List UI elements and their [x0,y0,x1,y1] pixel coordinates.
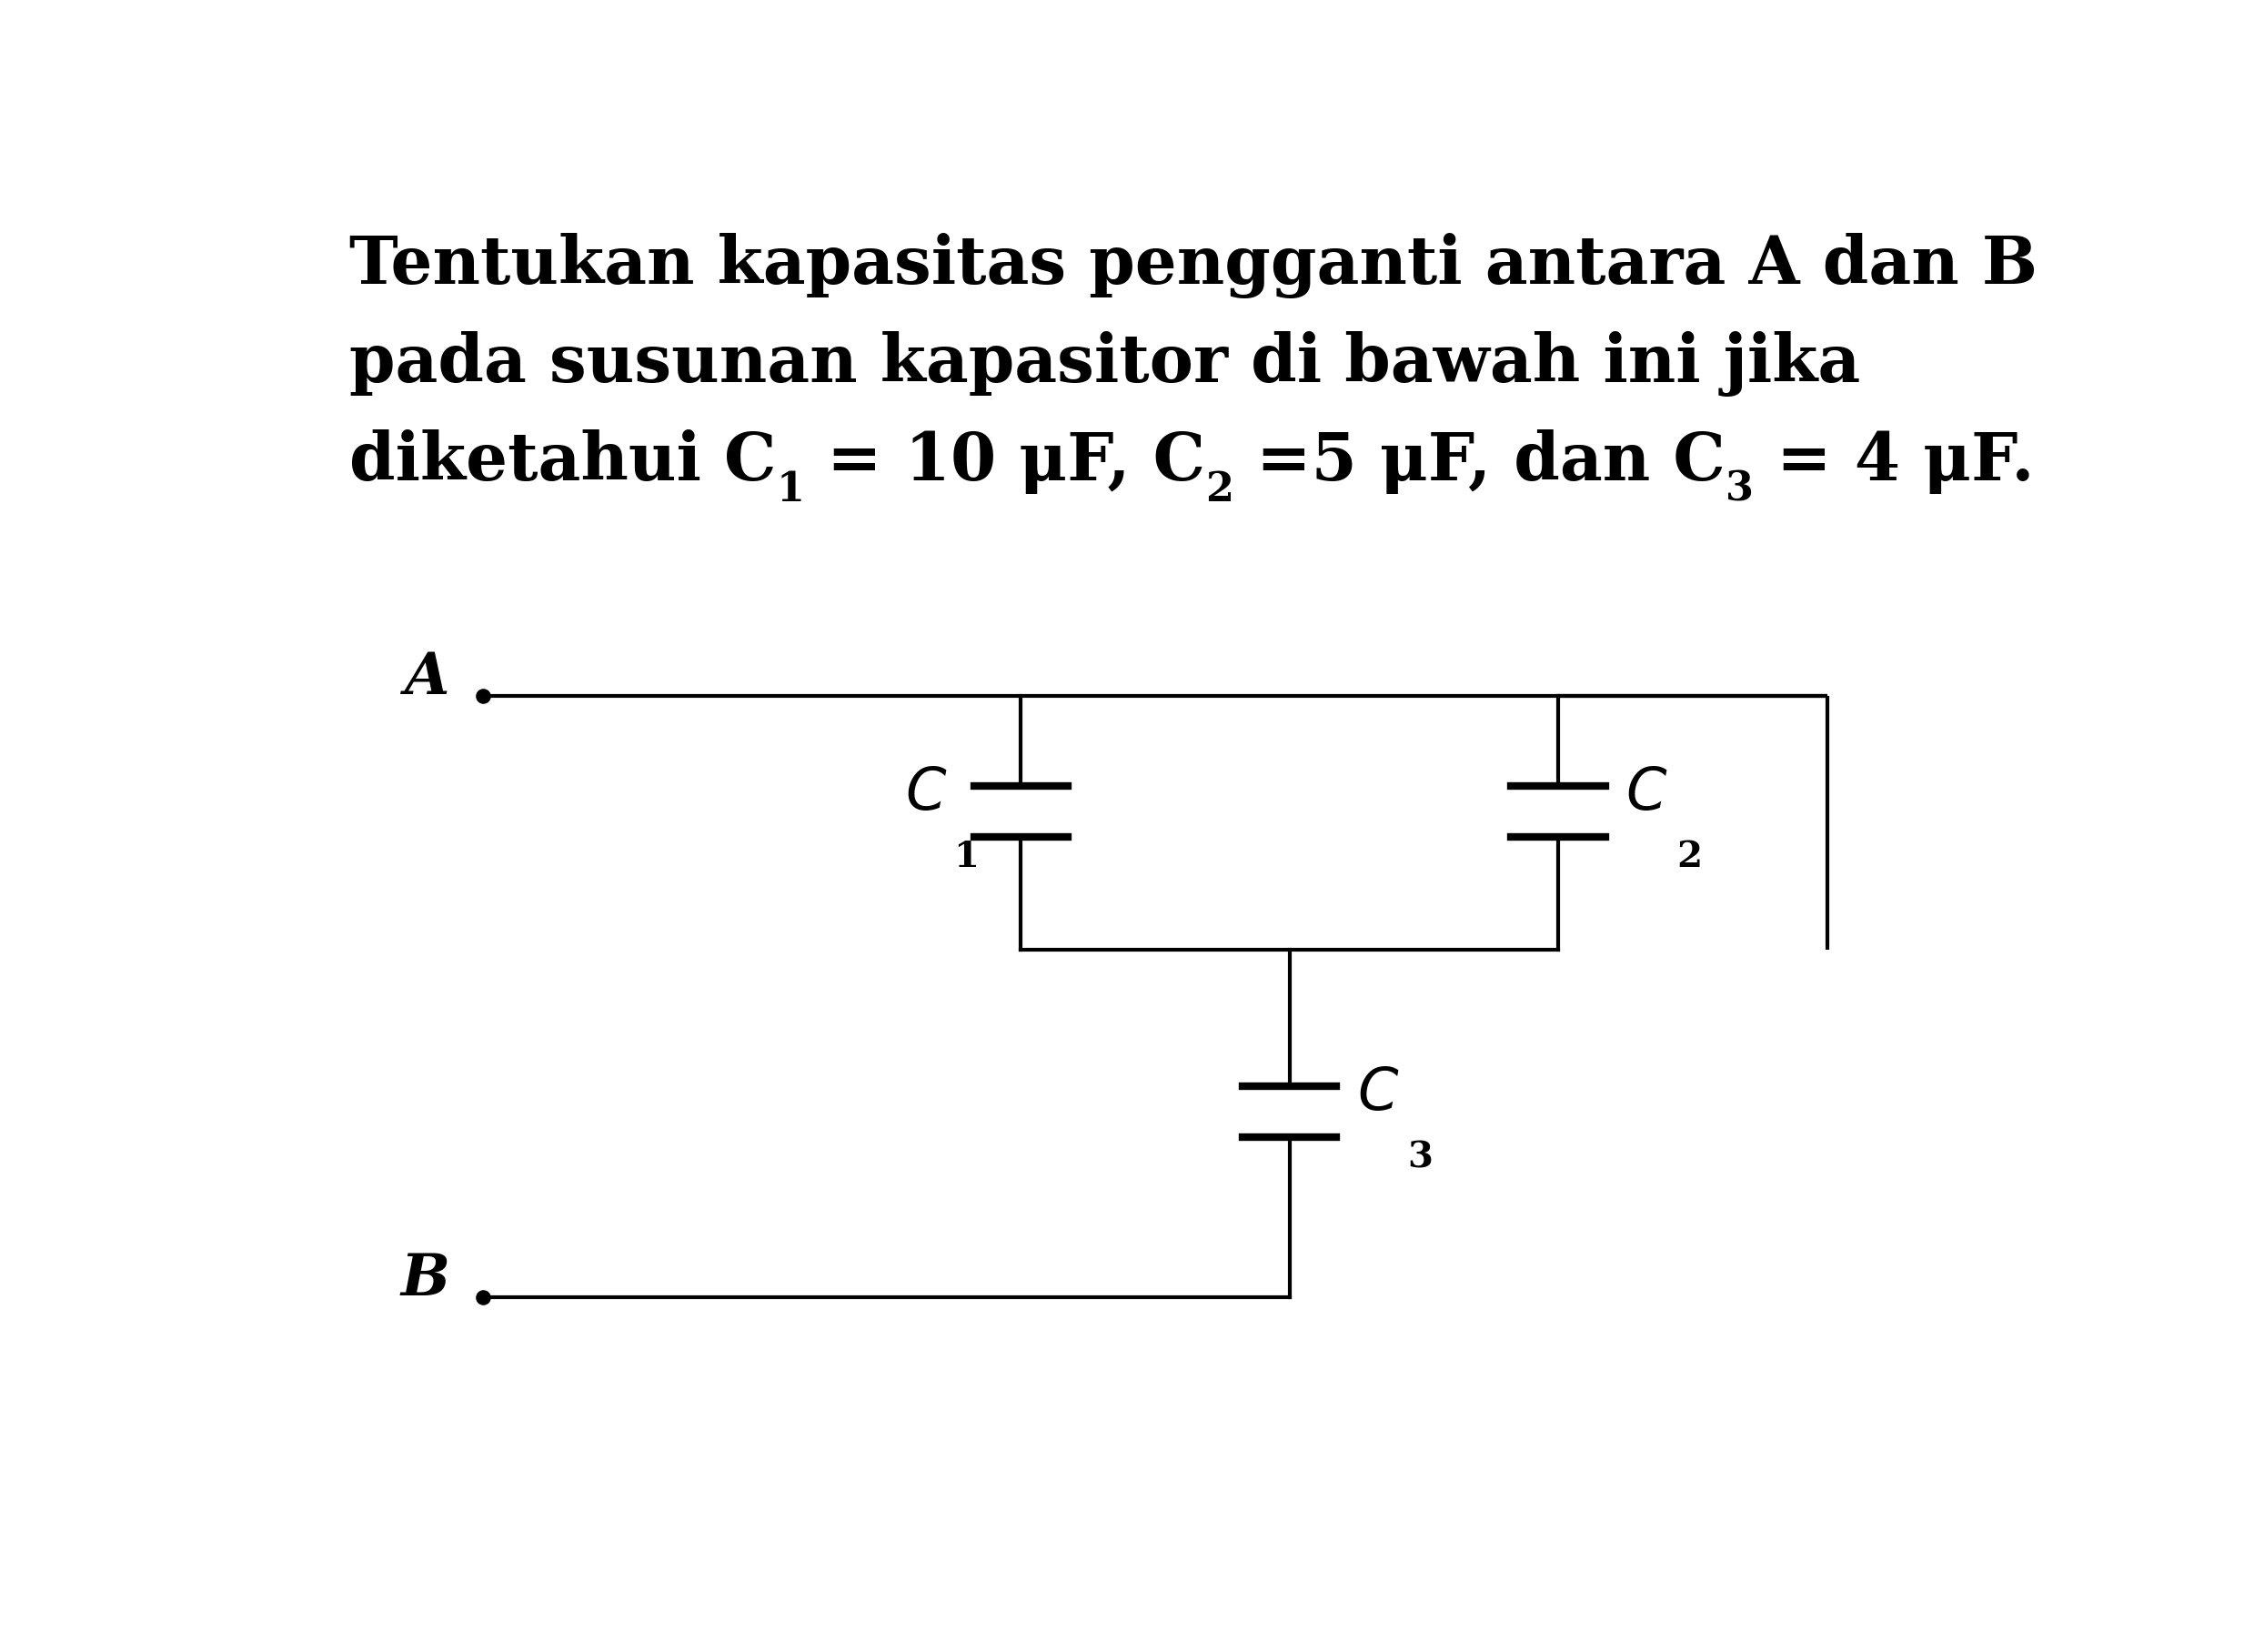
Text: 3: 3 [1409,1140,1434,1175]
Text: $C$: $C$ [1625,767,1668,821]
Text: $C$: $C$ [904,767,947,821]
Text: A: A [406,651,451,705]
Text: = 10 μF, C: = 10 μF, C [805,430,1206,494]
Text: 2: 2 [1206,469,1233,509]
Text: diketahui C: diketahui C [349,430,775,494]
Text: 3: 3 [1727,469,1754,509]
Point [464,682,500,709]
Text: = 4 μF.: = 4 μF. [1754,430,2035,494]
Text: Tentukan kapasitas pengganti antara A dan B: Tentukan kapasitas pengganti antara A da… [349,233,2038,299]
Text: $C$: $C$ [1357,1067,1400,1122]
Text: B: B [401,1252,451,1307]
Text: 2: 2 [1677,839,1702,874]
Text: =5 μF, dan C: =5 μF, dan C [1233,430,1727,494]
Text: 1: 1 [953,839,978,874]
Point [464,1284,500,1310]
Text: 1: 1 [775,469,805,509]
Text: pada susunan kapasitor di bawah ini jika: pada susunan kapasitor di bawah ini jika [349,330,1860,396]
